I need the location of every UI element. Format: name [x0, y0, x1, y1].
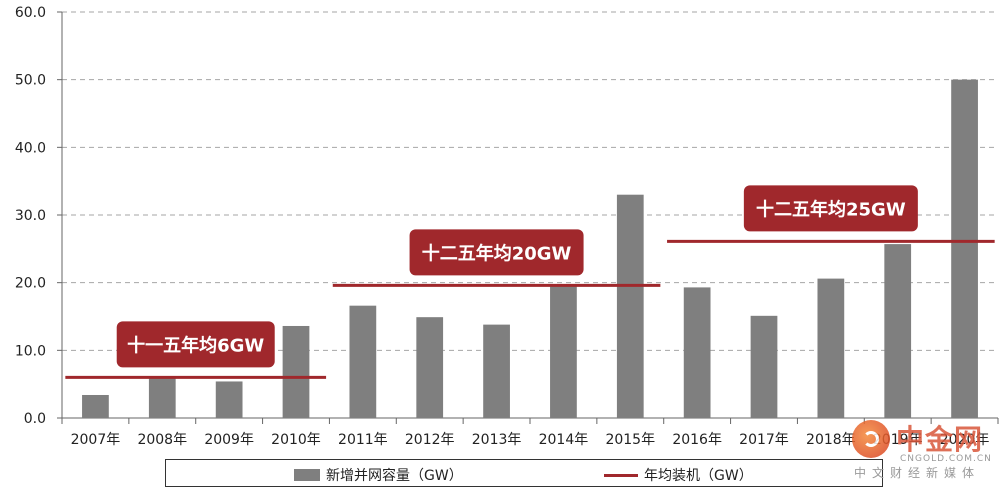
bar-3: [215, 381, 243, 418]
bar-9: [616, 194, 644, 418]
bar-11: [750, 315, 778, 418]
x-tick-label: 2010年: [271, 432, 321, 448]
x-tick-label: 2018年: [806, 432, 856, 448]
bar-7: [483, 324, 510, 418]
bar-2: [148, 377, 176, 418]
legend-label-bars: 新增并网容量（GW）: [326, 468, 463, 484]
average-label-box-1: [116, 321, 275, 368]
bar-5: [349, 305, 377, 418]
y-tick-label: 30.0: [15, 208, 46, 224]
bar-6: [416, 317, 444, 418]
watermark-title: 中金网: [896, 423, 984, 456]
y-tick-label: 10.0: [15, 343, 46, 359]
x-tick-label: 2009年: [204, 432, 254, 448]
x-tick-label: 2015年: [605, 432, 655, 448]
y-tick-label: 50.0: [15, 73, 46, 89]
bar-1: [82, 394, 109, 418]
average-label-2: 十二五年均20GW: [422, 242, 572, 264]
bar-8: [550, 286, 577, 418]
x-tick-label: 2016年: [672, 432, 722, 448]
y-tick-label: 0.0: [24, 411, 46, 427]
bar-13: [884, 244, 912, 418]
bar-12: [817, 278, 845, 418]
average-label-box-3: [743, 185, 918, 232]
watermark-subtitle: 中文财经新媒体: [854, 466, 981, 480]
watermark: 中金网 CNGOLD.COM.CN 中文财经新媒体: [850, 418, 1000, 488]
x-tick-label: 2008年: [137, 432, 187, 448]
watermark-logo-icon: [852, 420, 890, 458]
watermark-url: CNGOLD.COM.CN: [900, 454, 992, 464]
x-tick-label: 2011年: [338, 432, 388, 448]
legend-item-line: 年均装机（GW）: [604, 465, 753, 485]
x-tick-label: 2017年: [739, 432, 789, 448]
legend-bar-swatch: [294, 469, 320, 481]
x-tick-label: 2007年: [71, 432, 121, 448]
y-tick-label: 40.0: [15, 140, 46, 156]
y-tick-label: 60.0: [15, 5, 46, 21]
average-label-1: 十一五年均6GW: [127, 334, 264, 356]
bar-10: [683, 287, 711, 418]
y-tick-label: 20.0: [15, 276, 46, 292]
legend-label-line: 年均装机（GW）: [644, 468, 753, 484]
x-tick-label: 2014年: [539, 432, 589, 448]
x-tick-label: 2012年: [405, 432, 455, 448]
legend: 新增并网容量（GW） 年均装机（GW）: [165, 459, 883, 487]
x-tick-label: 2020年: [940, 432, 990, 448]
average-label-box-2: [409, 229, 584, 276]
legend-item-bars: 新增并网容量（GW）: [294, 465, 463, 485]
bar-14: [951, 79, 978, 419]
x-tick-label: 2013年: [472, 432, 522, 448]
average-label-3: 十二五年均25GW: [756, 198, 906, 220]
legend-line-swatch: [604, 473, 638, 477]
bar-4: [282, 325, 310, 418]
